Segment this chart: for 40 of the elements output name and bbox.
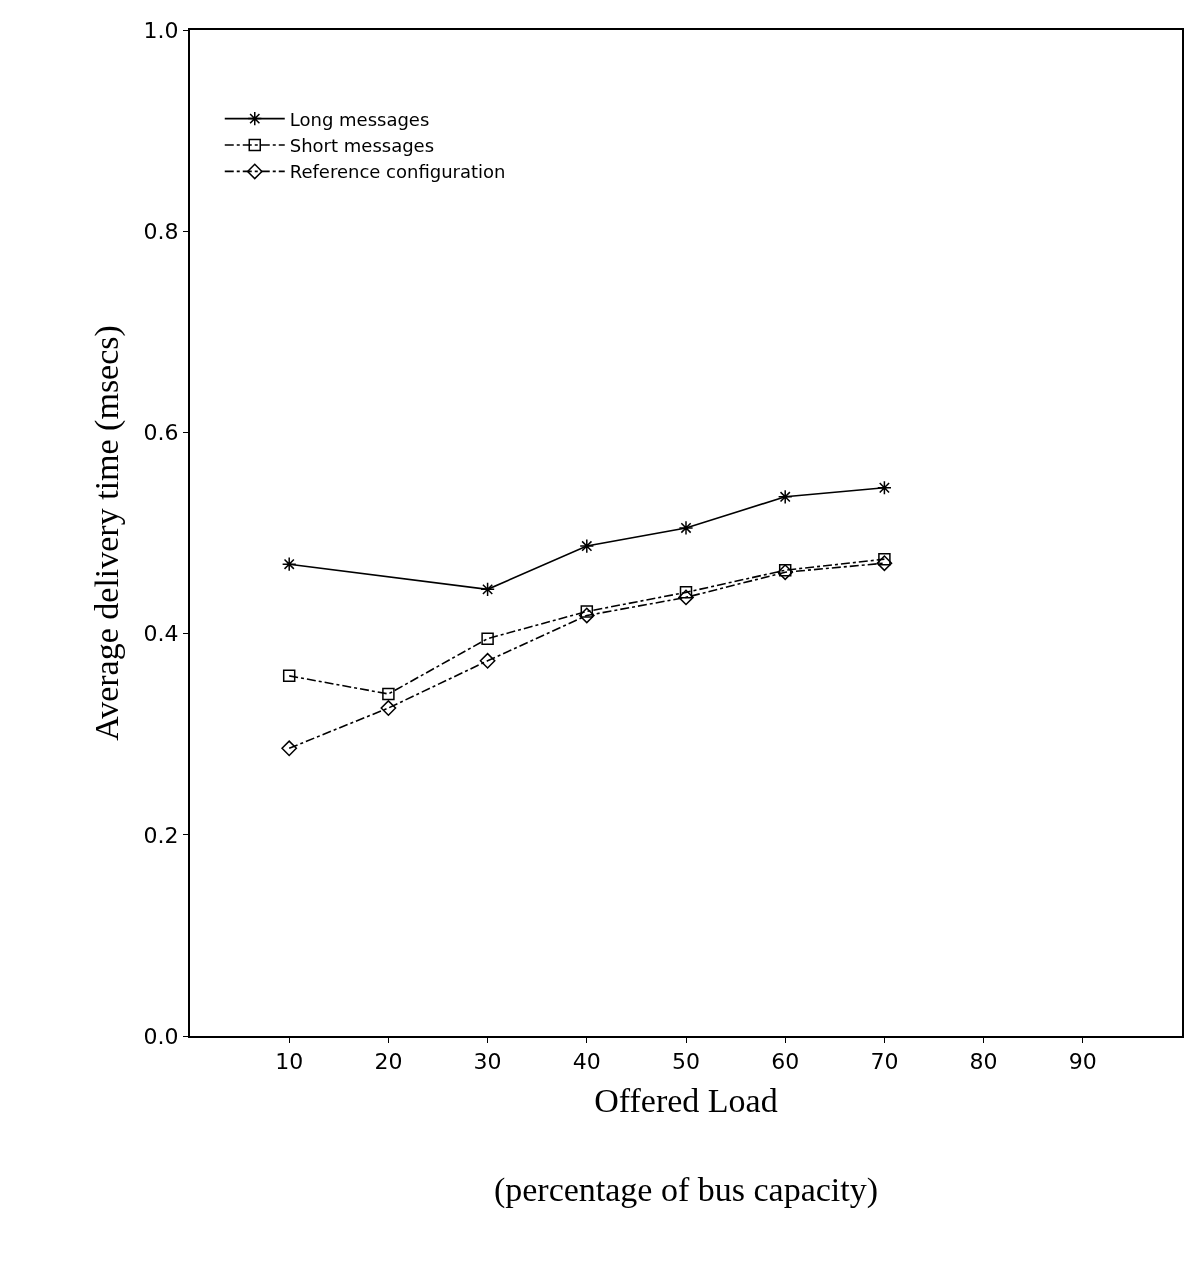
x-tick-label: 70 xyxy=(870,1049,899,1075)
y-tick-label: 0.6 xyxy=(143,420,179,446)
point xyxy=(877,480,892,496)
y-tick-label: 0.4 xyxy=(143,621,179,647)
point xyxy=(777,564,794,581)
point xyxy=(382,687,395,701)
point xyxy=(777,489,793,505)
point xyxy=(479,652,496,669)
x-tick-label: 90 xyxy=(1068,1049,1097,1075)
point xyxy=(480,581,495,597)
legend-label: Reference configuration xyxy=(289,161,506,183)
text: Offered Load (percentage of bus capacity) xyxy=(493,1082,879,1208)
x-tick-label: 10 xyxy=(275,1049,304,1075)
x-tick-label: 80 xyxy=(969,1049,998,1075)
x-tick-label: 50 xyxy=(672,1049,700,1075)
y-tick-label: 0.8 xyxy=(143,218,179,244)
point xyxy=(580,605,594,618)
point xyxy=(778,563,792,577)
point xyxy=(679,586,693,599)
point xyxy=(281,740,298,757)
legend-label: Long messages xyxy=(289,108,430,130)
point xyxy=(579,538,595,554)
point xyxy=(578,607,595,624)
point xyxy=(282,669,296,683)
point xyxy=(878,552,891,566)
point xyxy=(678,520,694,536)
point xyxy=(281,556,297,572)
x-tick-label: 40 xyxy=(572,1049,601,1075)
x-tick-label: 30 xyxy=(473,1049,502,1075)
y-tick-label: 1.0 xyxy=(143,17,179,43)
legend-label: Short messages xyxy=(289,135,435,157)
y-tick-label: 0.0 xyxy=(143,1023,179,1049)
point xyxy=(678,589,694,606)
point xyxy=(380,700,397,716)
x-tick-label: 20 xyxy=(374,1049,403,1075)
y-tick-label: 0.2 xyxy=(143,822,179,848)
point xyxy=(876,555,893,572)
x-tick-label: 60 xyxy=(771,1049,800,1075)
y-axis-title: Average delivery time (msecs) xyxy=(87,325,126,741)
point xyxy=(481,632,494,645)
